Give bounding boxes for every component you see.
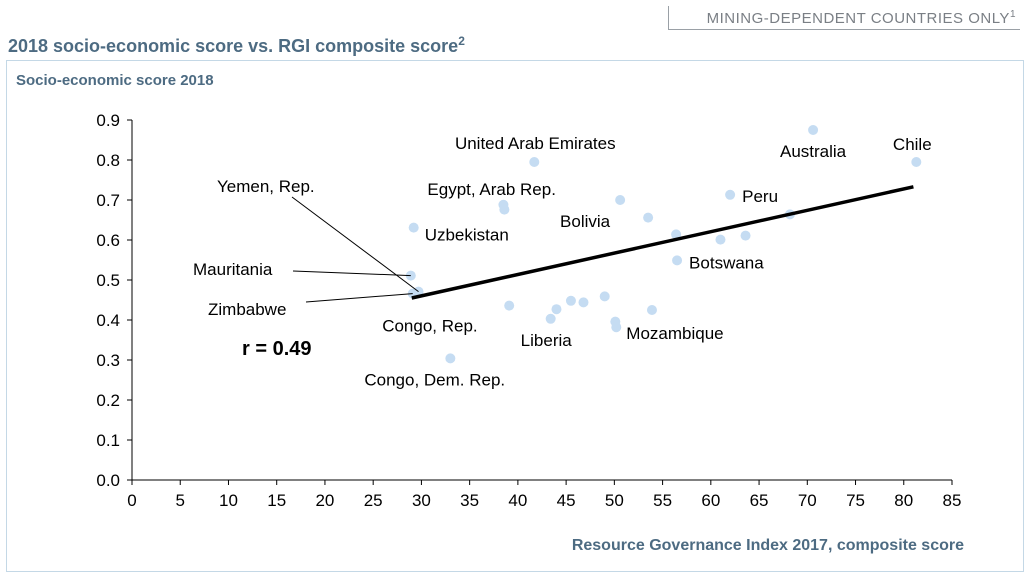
point-label: United Arab Emirates (455, 134, 616, 153)
data-point (643, 212, 654, 223)
y-tick-label: 0.9 (96, 111, 120, 130)
x-tick-label: 20 (315, 491, 334, 510)
data-point (529, 157, 540, 167)
x-tick-label: 45 (557, 491, 576, 510)
y-tick-label: 0.3 (96, 351, 120, 370)
leader-line (291, 196, 419, 293)
scope-tag-footnote: 1 (1009, 9, 1016, 20)
x-tick-label: 75 (846, 491, 865, 510)
x-tick-label: 35 (460, 491, 479, 510)
point-label: Bolivia (560, 212, 611, 231)
x-tick-label: 30 (412, 491, 431, 510)
x-tick-label: 70 (798, 491, 817, 510)
data-point (504, 300, 515, 311)
point-label: Australia (780, 142, 847, 161)
x-axis-title: Resource Governance Index 2017, composit… (571, 537, 964, 554)
x-tick-label: 60 (701, 491, 720, 510)
point-label: Liberia (521, 331, 573, 350)
x-tick-label: 80 (894, 491, 913, 510)
point-label: Yemen, Rep. (217, 177, 315, 196)
data-point (599, 291, 610, 302)
point-label: Peru (742, 187, 778, 206)
y-tick-label: 0.8 (96, 151, 120, 170)
data-point (715, 234, 726, 245)
x-tick-label: 5 (176, 491, 185, 510)
y-tick-label: 0.6 (96, 231, 120, 250)
x-tick-label: 65 (750, 491, 769, 510)
point-label: Congo, Rep. (382, 317, 477, 336)
data-point (808, 125, 819, 135)
y-tick-label: 0.2 (96, 391, 120, 410)
data-point (551, 304, 562, 315)
x-tick-label: 15 (267, 491, 286, 510)
x-tick-label: 55 (653, 491, 672, 510)
point-label: Mauritania (193, 260, 273, 279)
data-point (499, 204, 510, 215)
leader-line (305, 293, 413, 303)
data-point (671, 229, 682, 240)
point-label: Mozambique (626, 324, 723, 343)
x-tick-label: 40 (508, 491, 527, 510)
chart-title: 2018 socio-economic score vs. RGI compos… (8, 34, 465, 57)
y-axis-title: Socio-economic score 2018 (16, 72, 214, 89)
point-label: Congo, Dem. Rep. (364, 370, 505, 389)
x-tick-label: 25 (364, 491, 383, 510)
data-point (740, 230, 751, 241)
data-point (646, 305, 657, 315)
data-point (445, 353, 456, 364)
x-tick-label: 50 (605, 491, 624, 510)
data-point (611, 322, 622, 333)
y-tick-label: 0.7 (96, 191, 120, 210)
chart-title-text: 2018 socio-economic score vs. RGI compos… (8, 36, 459, 56)
x-tick-label: 0 (127, 491, 136, 510)
data-point (545, 313, 556, 324)
point-label: Egypt, Arab Rep. (427, 180, 556, 199)
leader-line (292, 270, 411, 277)
data-point (408, 222, 419, 233)
point-label: Chile (893, 135, 932, 154)
data-point (615, 195, 626, 205)
chart-panel (6, 60, 1024, 572)
data-point (725, 189, 736, 200)
scope-tag: MINING-DEPENDENT COUNTRIES ONLY1 (668, 6, 1020, 30)
data-point (578, 297, 589, 308)
x-tick-label: 85 (943, 491, 962, 510)
point-label: Uzbekistan (425, 226, 509, 245)
y-tick-label: 0.1 (96, 431, 120, 450)
point-label: Botswana (689, 253, 764, 272)
data-point (911, 157, 922, 167)
scope-tag-label: MINING-DEPENDENT COUNTRIES ONLY (706, 10, 1010, 27)
scope-tag-text: MINING-DEPENDENT COUNTRIES ONLY1 (707, 9, 1016, 27)
point-label: Zimbabwe (208, 300, 286, 319)
trend-line (411, 185, 914, 300)
chart-title-footnote: 2 (458, 34, 465, 48)
data-point (672, 255, 683, 266)
correlation-label: r = 0.49 (242, 338, 312, 360)
y-tick-label: 0.4 (96, 311, 120, 330)
data-point (565, 295, 576, 306)
y-tick-label: 0.0 (96, 471, 120, 490)
x-tick-label: 10 (219, 491, 238, 510)
y-tick-label: 0.5 (96, 271, 120, 290)
